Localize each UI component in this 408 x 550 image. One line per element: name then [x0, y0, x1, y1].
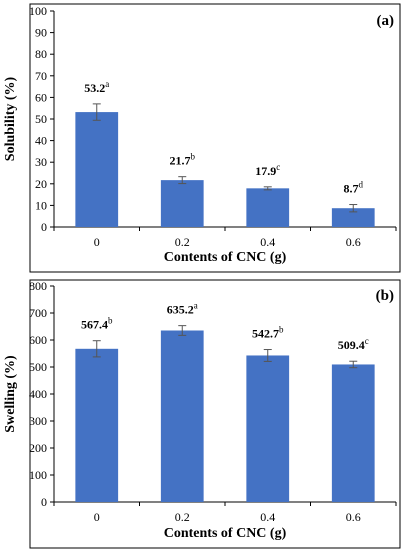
y-tick-label: 10	[35, 198, 47, 212]
y-tick-label: 80	[35, 47, 47, 61]
y-tick-label: 40	[35, 134, 47, 148]
y-tick-label: 300	[29, 414, 47, 428]
data-label: 509.4c	[338, 336, 369, 352]
y-tick-label: 60	[35, 90, 47, 104]
x-tick-label: 0	[94, 235, 100, 249]
data-label: 53.2a	[84, 79, 109, 95]
y-axis-title: Solubility (%)	[3, 76, 18, 161]
y-tick-label: 800	[29, 279, 47, 293]
panel-frame	[29, 3, 401, 273]
data-label: 542.7b	[252, 325, 284, 341]
panel-frame	[29, 279, 401, 549]
y-tick-label: 70	[35, 69, 47, 83]
y-tick-label: 0	[41, 220, 47, 234]
data-label: 567.4b	[81, 316, 113, 332]
y-tick-label: 50	[35, 112, 47, 126]
bar	[246, 355, 290, 502]
y-tick-label: 600	[29, 333, 47, 347]
bar	[75, 112, 119, 227]
y-tick-label: 400	[29, 387, 47, 401]
x-tick-label: 0.6	[346, 235, 361, 249]
y-tick-label: 100	[29, 4, 47, 18]
x-axis-title: Contents of CNC (g)	[164, 250, 287, 265]
bar	[331, 364, 375, 502]
x-tick-label: 0.4	[260, 235, 275, 249]
y-tick-label: 30	[35, 155, 47, 169]
bar	[331, 208, 375, 227]
bar	[246, 188, 290, 227]
chart-panel-a: 0 10 20 30 40 50 60 70 80 90 100 53.2a 0 21.7b 0.2 17.9…	[3, 3, 401, 273]
y-tick-label: 90	[35, 26, 47, 40]
panel-label: (a)	[377, 13, 395, 29]
y-tick-label: 0	[41, 495, 47, 509]
y-axis-title: Swelling (%)	[3, 355, 18, 433]
y-tick-label: 100	[29, 468, 47, 482]
x-tick-label: 0.6	[346, 510, 361, 524]
x-axis-title: Contents of CNC (g)	[164, 526, 287, 541]
y-tick-label: 20	[35, 177, 47, 191]
x-tick-label: 0.4	[260, 510, 275, 524]
x-tick-label: 0.2	[175, 510, 190, 524]
data-label: 21.7b	[170, 152, 196, 168]
chart-panel-b: 0 100 200 300 400 500 600 700 800 567.4b 0 635.2a 0.…	[3, 279, 401, 549]
panel-label: (b)	[376, 288, 394, 304]
data-label: 8.7d	[344, 180, 364, 196]
y-tick-label: 200	[29, 441, 47, 455]
y-tick-label: 700	[29, 306, 47, 320]
data-label: 17.9c	[255, 162, 280, 178]
x-tick-label: 0	[94, 510, 100, 524]
x-tick-label: 0.2	[175, 235, 190, 249]
bar	[75, 348, 119, 502]
bar	[160, 180, 204, 227]
data-label: 635.2a	[167, 301, 198, 317]
bar	[160, 330, 204, 502]
y-tick-label: 500	[29, 360, 47, 374]
